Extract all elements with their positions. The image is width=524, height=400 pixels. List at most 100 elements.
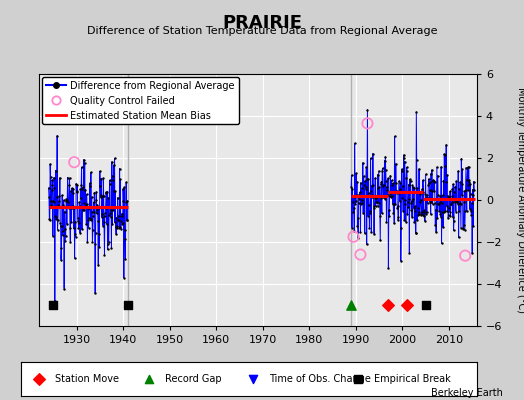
- Point: [347, 172, 356, 178]
- Point: [441, 208, 449, 215]
- Point: [99, 175, 107, 182]
- Point: [409, 204, 418, 211]
- Point: [104, 241, 112, 248]
- Point: [109, 177, 117, 184]
- Point: [414, 212, 422, 218]
- Point: [362, 184, 370, 190]
- Point: [69, 185, 78, 192]
- Point: [49, 198, 58, 204]
- Point: [408, 214, 416, 220]
- Point: [94, 204, 103, 211]
- Point: [52, 216, 61, 222]
- Point: [101, 213, 109, 219]
- Point: [360, 192, 368, 199]
- Point: [438, 199, 446, 206]
- Point: [364, 176, 373, 182]
- Point: [378, 210, 386, 216]
- Point: [54, 202, 62, 208]
- Point: [108, 221, 116, 228]
- Point: [92, 196, 100, 203]
- Point: [421, 302, 430, 308]
- Point: [378, 168, 386, 174]
- Point: [69, 203, 77, 210]
- Point: [418, 186, 427, 192]
- Point: [361, 230, 369, 236]
- Point: [60, 208, 69, 215]
- Point: [416, 199, 424, 205]
- Point: [452, 178, 461, 184]
- Point: [421, 171, 430, 178]
- Text: Difference of Station Temperature Data from Regional Average: Difference of Station Temperature Data f…: [87, 26, 437, 36]
- Point: [453, 198, 462, 204]
- Point: [399, 182, 407, 189]
- Point: [429, 201, 437, 207]
- Point: [55, 193, 63, 199]
- Point: [401, 197, 409, 204]
- Point: [411, 203, 419, 210]
- Point: [67, 188, 75, 194]
- Point: [454, 234, 463, 241]
- Point: [430, 188, 439, 195]
- Point: [93, 210, 101, 217]
- Point: [64, 199, 73, 205]
- Point: [428, 167, 436, 173]
- Point: [385, 213, 394, 219]
- Point: [67, 204, 75, 210]
- Point: [64, 204, 73, 211]
- Point: [387, 189, 395, 196]
- Point: [376, 194, 385, 201]
- Point: [407, 206, 416, 213]
- Point: [439, 224, 447, 231]
- Point: [452, 208, 460, 215]
- Point: [383, 184, 391, 190]
- Point: [395, 190, 403, 196]
- Point: [465, 179, 473, 186]
- Point: [86, 169, 95, 176]
- Point: [77, 182, 85, 188]
- Point: [380, 194, 388, 200]
- Point: [375, 184, 384, 190]
- Point: [361, 178, 369, 184]
- Point: [61, 238, 69, 244]
- Point: [377, 180, 385, 187]
- Point: [427, 170, 435, 177]
- Point: [372, 199, 380, 206]
- Point: [457, 180, 466, 187]
- Point: [103, 246, 112, 252]
- Point: [429, 178, 437, 184]
- Point: [51, 212, 59, 219]
- Point: [116, 224, 124, 230]
- Point: [81, 187, 90, 193]
- Point: [402, 174, 410, 181]
- Point: [424, 194, 432, 201]
- Point: [76, 230, 84, 236]
- Point: [387, 194, 395, 200]
- Point: [72, 188, 81, 194]
- Point: [118, 220, 126, 227]
- Point: [99, 193, 107, 200]
- Point: [430, 178, 438, 185]
- Point: [118, 220, 127, 227]
- Point: [469, 223, 477, 229]
- Point: [106, 210, 114, 216]
- Point: [428, 188, 436, 194]
- Point: [53, 132, 61, 139]
- Point: [352, 170, 361, 176]
- Point: [414, 211, 423, 218]
- Point: [86, 217, 95, 224]
- Point: [362, 164, 370, 170]
- Point: [408, 198, 416, 204]
- Point: [419, 189, 428, 196]
- Point: [56, 174, 64, 181]
- Point: [46, 174, 54, 180]
- Point: [384, 265, 392, 272]
- Point: [365, 202, 373, 208]
- Point: [464, 186, 473, 193]
- Point: [458, 192, 466, 198]
- Point: [384, 192, 392, 198]
- Point: [418, 212, 427, 218]
- Point: [66, 238, 74, 245]
- Point: [111, 219, 119, 226]
- Point: [393, 205, 401, 211]
- Point: [84, 225, 93, 231]
